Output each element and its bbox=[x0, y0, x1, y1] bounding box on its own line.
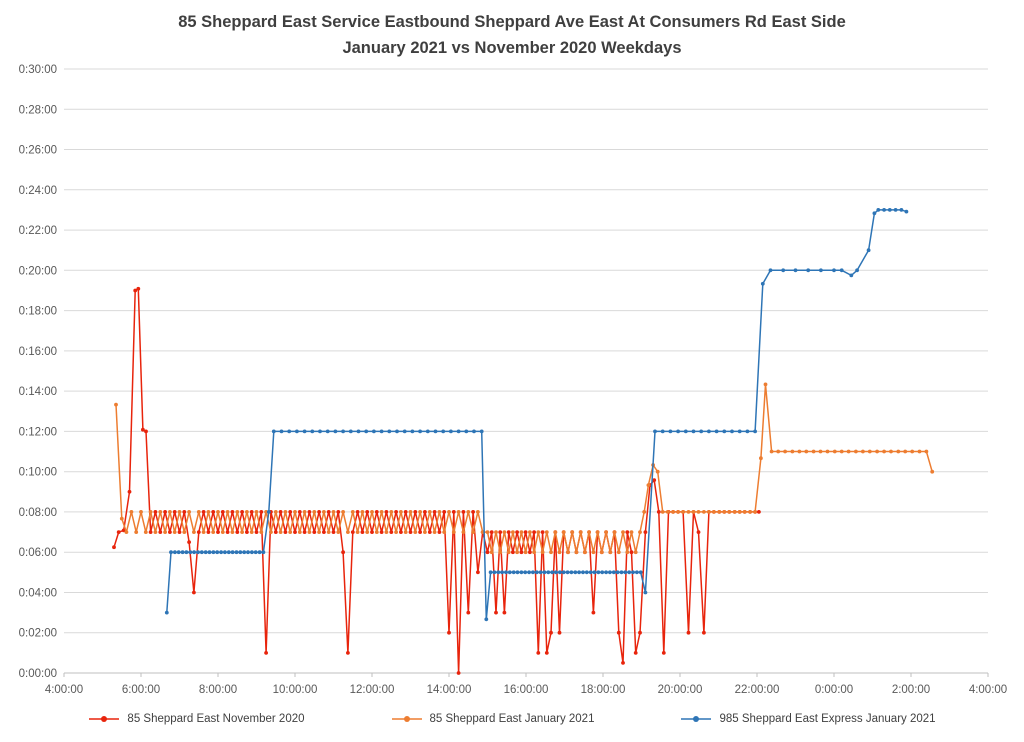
blue-line-marker-icon bbox=[681, 716, 712, 723]
legend-label: 85 Sheppard East January 2021 bbox=[429, 713, 595, 726]
svg-text:14:00:00: 14:00:00 bbox=[427, 684, 472, 696]
orange-line-marker-icon bbox=[391, 716, 422, 723]
svg-text:4:00:00: 4:00:00 bbox=[45, 684, 83, 696]
chart-title-line1: 85 Sheppard East Service Eastbound Shepp… bbox=[178, 13, 846, 31]
legend-item-85-november-2020: 85 Sheppard East November 2020 bbox=[88, 713, 305, 726]
svg-text:0:20:00: 0:20:00 bbox=[19, 265, 57, 277]
svg-text:12:00:00: 12:00:00 bbox=[350, 684, 395, 696]
svg-text:18:00:00: 18:00:00 bbox=[581, 684, 626, 696]
svg-text:0:24:00: 0:24:00 bbox=[19, 185, 57, 197]
svg-text:0:06:00: 0:06:00 bbox=[19, 547, 57, 559]
svg-text:0:30:00: 0:30:00 bbox=[19, 64, 57, 76]
svg-text:0:12:00: 0:12:00 bbox=[19, 427, 57, 439]
chart-title-line2: January 2021 vs November 2020 Weekdays bbox=[342, 38, 682, 57]
svg-text:4:00:00: 4:00:00 bbox=[969, 684, 1007, 696]
svg-text:0:16:00: 0:16:00 bbox=[19, 346, 57, 358]
legend-item-985-express-january-2021: 985 Sheppard East Express January 2021 bbox=[680, 713, 936, 726]
chart-legend: 85 Sheppard East November 2020 85 Sheppa… bbox=[0, 713, 1024, 725]
svg-text:0:22:00: 0:22:00 bbox=[19, 225, 57, 237]
svg-text:8:00:00: 8:00:00 bbox=[199, 684, 237, 696]
svg-text:0:14:00: 0:14:00 bbox=[19, 386, 57, 398]
red-line-marker-icon bbox=[89, 716, 120, 723]
svg-text:0:08:00: 0:08:00 bbox=[19, 507, 57, 519]
svg-text:0:00:00: 0:00:00 bbox=[19, 668, 57, 680]
svg-text:0:00:00: 0:00:00 bbox=[815, 684, 853, 696]
svg-text:6:00:00: 6:00:00 bbox=[122, 684, 160, 696]
legend-label: 85 Sheppard East November 2020 bbox=[127, 713, 305, 726]
svg-text:0:04:00: 0:04:00 bbox=[19, 588, 57, 600]
svg-text:0:02:00: 0:02:00 bbox=[19, 628, 57, 640]
svg-text:20:00:00: 20:00:00 bbox=[658, 684, 703, 696]
svg-text:16:00:00: 16:00:00 bbox=[504, 684, 549, 696]
svg-text:0:10:00: 0:10:00 bbox=[19, 467, 57, 479]
legend-item-85-january-2021: 85 Sheppard East January 2021 bbox=[391, 713, 595, 726]
chart-plot-area: 0:00:00 0:02:00 0:04:00 0:06:00 0:08:00 0:10:… bbox=[19, 64, 1008, 696]
svg-text:2:00:00: 2:00:00 bbox=[892, 684, 930, 696]
svg-text:10:00:00: 10:00:00 bbox=[273, 684, 318, 696]
svg-text:0:26:00: 0:26:00 bbox=[19, 145, 57, 157]
svg-text:0:28:00: 0:28:00 bbox=[19, 104, 57, 116]
legend-label: 985 Sheppard East Express January 2021 bbox=[719, 713, 936, 726]
svg-text:0:18:00: 0:18:00 bbox=[19, 306, 57, 318]
chart-title: 85 Sheppard East Service Eastbound Shepp… bbox=[0, 0, 1024, 61]
svg-text:22:00:00: 22:00:00 bbox=[735, 684, 780, 696]
